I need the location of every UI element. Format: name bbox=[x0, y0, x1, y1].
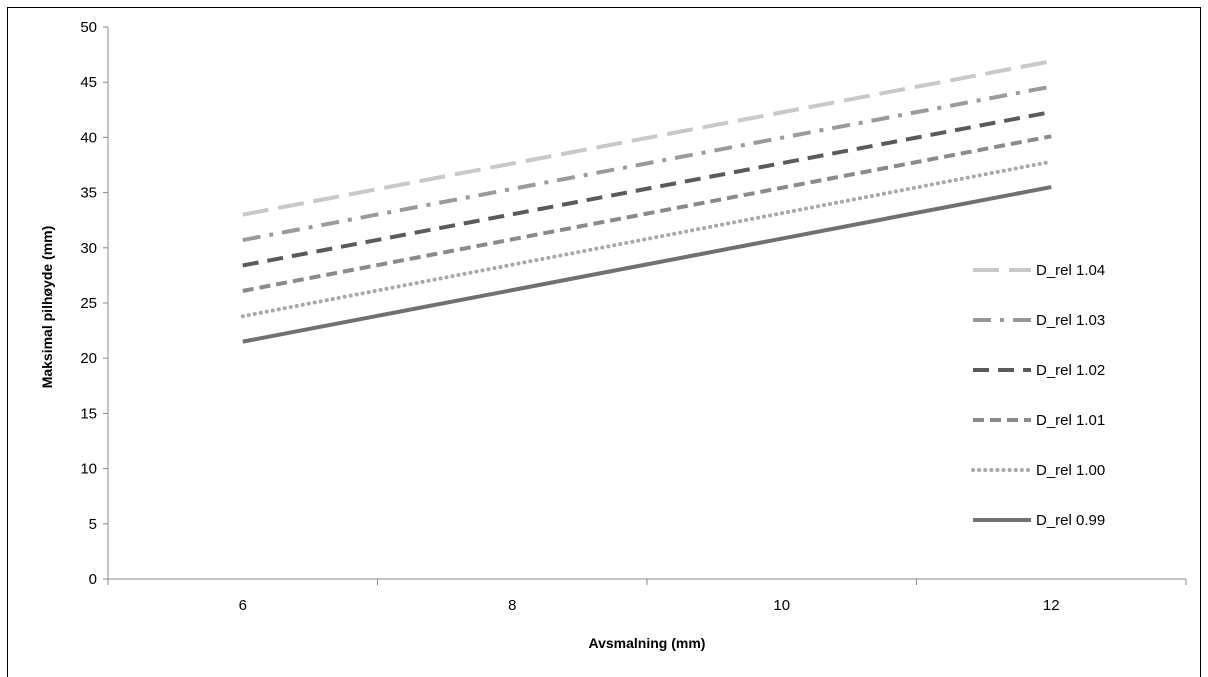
legend-label: D_rel 0.99 bbox=[1036, 512, 1105, 529]
legend-label: D_rel 1.01 bbox=[1036, 412, 1105, 429]
y-tick-label: 25 bbox=[80, 295, 97, 312]
x-tick-label: 8 bbox=[508, 597, 516, 614]
chart-border bbox=[7, 7, 1201, 677]
legend-label: D_rel 1.00 bbox=[1036, 462, 1105, 479]
series-line bbox=[242, 185, 1052, 344]
x-axis-title: Avsmalning (mm) bbox=[589, 635, 706, 651]
y-tick-label: 45 bbox=[80, 74, 97, 91]
y-tick-label: 30 bbox=[80, 240, 97, 257]
x-tick-label: 12 bbox=[1043, 597, 1060, 614]
y-tick-label: 10 bbox=[80, 461, 97, 478]
legend: D_rel 1.04 D_rel 1.03 D_rel 1.02 D_rel 1.01… bbox=[971, 262, 1105, 529]
x-tick-label: 6 bbox=[239, 597, 247, 614]
y-tick-label: 50 bbox=[80, 19, 97, 36]
y-tick-label: 0 bbox=[89, 571, 97, 588]
y-tick-label: 20 bbox=[80, 350, 97, 367]
series-line bbox=[242, 59, 1052, 217]
plot-area: 0 5 10 15 20 25 30 35 40 45 50 6 8 10 12 bbox=[80, 19, 1187, 614]
series-line bbox=[240, 159, 1054, 319]
legend-label: D_rel 1.02 bbox=[1036, 362, 1105, 379]
legend-label: D_rel 1.04 bbox=[1036, 262, 1105, 279]
x-tick-label: 10 bbox=[773, 597, 790, 614]
y-tick-label: 5 bbox=[89, 516, 97, 533]
y-tick-label: 35 bbox=[80, 185, 97, 202]
y-tick-label: 40 bbox=[80, 129, 97, 146]
y-axis-title: Maksimal pilhøyde (mm) bbox=[39, 226, 55, 389]
series-line bbox=[242, 84, 1052, 243]
series-line bbox=[242, 134, 1052, 293]
series-line bbox=[242, 110, 1052, 268]
y-tick-label: 15 bbox=[80, 405, 97, 422]
legend-label: D_rel 1.03 bbox=[1036, 312, 1105, 329]
